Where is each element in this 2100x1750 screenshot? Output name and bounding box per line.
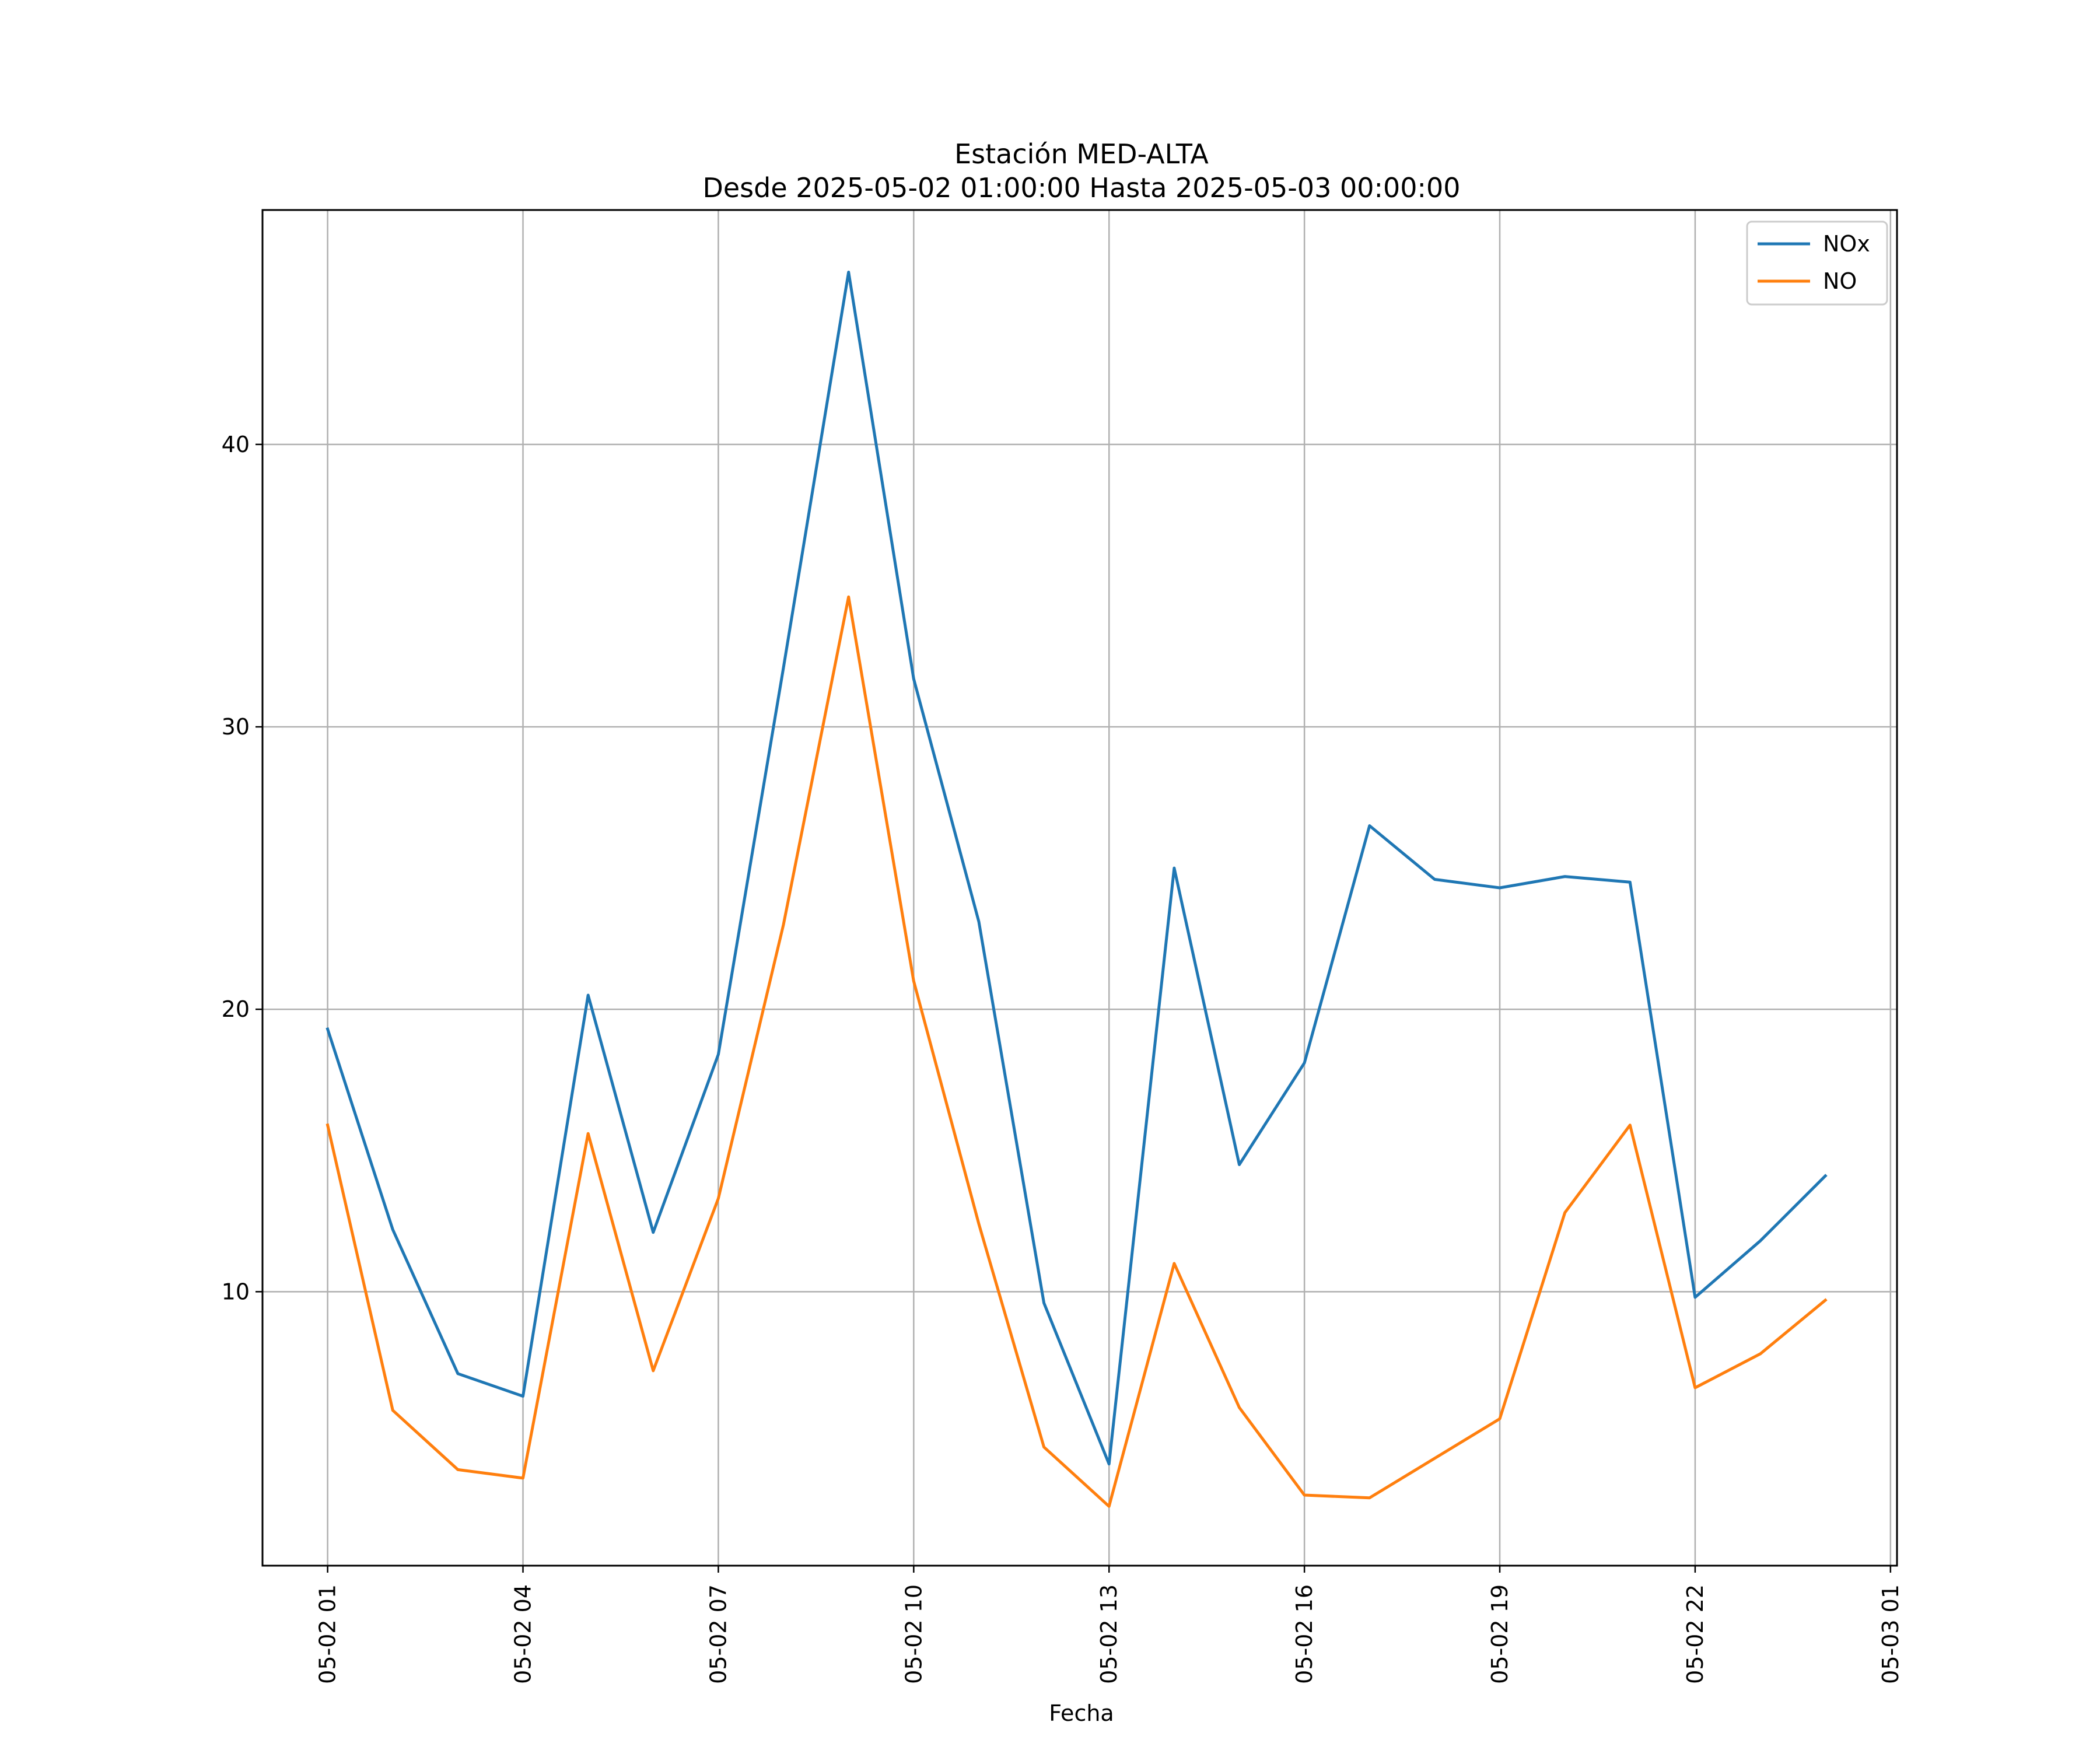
x-tick-label: 05-02 01 — [315, 1584, 341, 1684]
x-axis-label: Fecha — [1049, 1700, 1114, 1726]
x-tick-label: 05-02 07 — [705, 1584, 731, 1684]
y-tick-label: 40 — [222, 432, 250, 457]
legend-label: NO — [1823, 268, 1857, 294]
x-axis-ticks: 05-02 01 05-02 04 05-02 07 05-02 10 05-02 13… — [315, 1566, 1903, 1684]
y-axis-ticks: 10 20 30 40 — [222, 432, 262, 1304]
y-tick-label: 30 — [222, 714, 250, 740]
legend-label: NOx — [1823, 231, 1870, 257]
series-line-no — [326, 595, 1828, 1508]
chart-subtitle: Desde 2025-05-02 01:00:00 Hasta 2025-05-… — [702, 172, 1460, 204]
series-line-nox — [326, 271, 1828, 1466]
grid — [262, 210, 1897, 1566]
x-tick-label: 05-02 19 — [1487, 1584, 1513, 1684]
series-lines — [326, 271, 1828, 1508]
x-tick-label: 05-02 04 — [510, 1584, 536, 1684]
x-tick-label: 05-03 01 — [1878, 1584, 1903, 1684]
y-tick-label: 20 — [222, 996, 250, 1022]
x-tick-label: 05-02 16 — [1292, 1584, 1317, 1684]
plot-frame — [261, 209, 1898, 1567]
legend: NOx NO — [1746, 220, 1888, 306]
x-tick-label: 05-02 13 — [1096, 1584, 1122, 1684]
x-tick-label: 05-02 10 — [901, 1584, 926, 1684]
x-tick-label: 05-02 22 — [1682, 1584, 1708, 1684]
y-tick-label: 10 — [222, 1279, 250, 1304]
chart-title: Estación MED-ALTA — [954, 138, 1209, 170]
